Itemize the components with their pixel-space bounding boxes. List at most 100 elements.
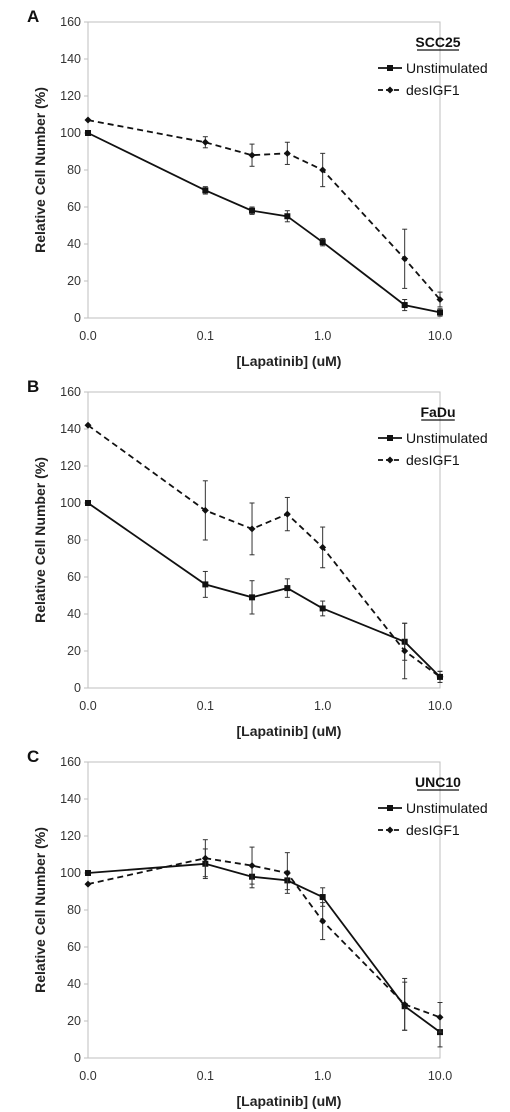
y-tick-label: 60 <box>67 940 81 954</box>
y-tick-label: 100 <box>60 126 81 140</box>
chart-svg-a: A 0 20 40 60 80 100 120 140 160 0.0 0.1 1.0 10.0 [Lapa… <box>27 7 488 369</box>
data-point-diamond <box>436 296 444 303</box>
data-point-diamond <box>248 151 256 159</box>
data-point-diamond <box>283 149 291 157</box>
y-tick-label: 140 <box>60 792 81 806</box>
x-tick-label: 0.0 <box>79 699 96 713</box>
data-point-diamond <box>248 525 256 533</box>
y-tick-label: 140 <box>60 422 81 436</box>
data-point-diamond <box>401 647 409 655</box>
x-tick-label: 0.0 <box>79 329 96 343</box>
y-tick-label: 100 <box>60 866 81 880</box>
panel-label: A <box>27 7 39 26</box>
data-point-square <box>85 130 91 136</box>
data-point-square <box>284 585 291 592</box>
data-point-diamond <box>84 421 92 429</box>
legend-entry-label: Unstimulated <box>406 800 488 816</box>
legend-marker-square <box>387 805 393 811</box>
data-point-diamond <box>201 506 209 514</box>
x-tick-label: 10.0 <box>428 329 452 343</box>
data-point-square <box>319 894 326 901</box>
series-line-unstimulated <box>87 502 441 678</box>
data-point-diamond <box>319 917 327 925</box>
series-line-unstimulated <box>87 862 441 1033</box>
panel-label: C <box>27 747 39 766</box>
data-point-square <box>284 213 291 220</box>
x-axis-title: [Lapatinib] (uM) <box>237 1093 342 1109</box>
y-tick-label: 80 <box>67 163 81 177</box>
y-tick-label: 40 <box>67 607 81 621</box>
y-tick-label: 60 <box>67 200 81 214</box>
data-point-square <box>401 302 408 309</box>
legend-marker-square <box>387 65 393 71</box>
data-point-square <box>437 309 443 316</box>
y-tick-label: 20 <box>67 1014 81 1028</box>
data-point-square <box>85 500 91 506</box>
chart-panel-a: A 0 20 40 60 80 100 120 140 160 0.0 0.1 1.0 10.0 [Lapa… <box>0 0 510 370</box>
x-axis-title: [Lapatinib] (uM) <box>237 723 342 739</box>
x-tick-label: 1.0 <box>314 1069 331 1083</box>
legend-entry-label: desIGF1 <box>406 822 460 838</box>
data-point-square <box>85 870 91 876</box>
data-point-diamond <box>84 116 92 124</box>
y-tick-label: 20 <box>67 274 81 288</box>
y-tick-label: 120 <box>60 89 81 103</box>
legend-entry-label: Unstimulated <box>406 60 488 76</box>
y-tick-label: 40 <box>67 977 81 991</box>
data-point-diamond <box>201 854 209 862</box>
legend-marker-diamond <box>386 86 394 94</box>
y-tick-label: 20 <box>67 644 81 658</box>
y-tick-label: 160 <box>60 385 81 399</box>
data-point-diamond <box>401 1000 409 1008</box>
series-line-desigf1 <box>87 424 441 678</box>
y-tick-label: 140 <box>60 52 81 66</box>
data-point-diamond <box>436 673 444 681</box>
legend-marker-square <box>387 435 393 441</box>
legend-entry-label: desIGF1 <box>406 452 460 468</box>
data-point-diamond <box>436 1013 444 1021</box>
x-tick-label: 1.0 <box>314 699 331 713</box>
data-point-diamond <box>401 255 409 263</box>
legend-entry-label: Unstimulated <box>406 430 488 446</box>
x-tick-label: 10.0 <box>428 699 452 713</box>
chart-svg-b: B 0 20 40 60 80 100 120 140 160 0.0 0.1 1.0 10.0 [Lapa… <box>27 377 488 739</box>
chart-panel-c: C 0 20 40 60 80 100 120 140 160 0.0 0.1 1.0 10.0 [Lapa… <box>0 740 510 1110</box>
data-point-diamond <box>319 166 327 174</box>
data-point-square <box>319 239 326 246</box>
y-tick-label: 160 <box>60 15 81 29</box>
data-point-square <box>202 581 209 588</box>
y-tick-label: 80 <box>67 903 81 917</box>
x-tick-label: 0.1 <box>197 699 214 713</box>
legend-title: UNC10 <box>415 774 461 790</box>
y-tick-label: 0 <box>74 311 81 325</box>
series-line-desigf1 <box>87 857 441 1019</box>
x-tick-label: 0.1 <box>197 1069 214 1083</box>
y-tick-label: 120 <box>60 459 81 473</box>
x-tick-label: 0.0 <box>79 1069 96 1083</box>
chart-svg-c: C 0 20 40 60 80 100 120 140 160 0.0 0.1 1.0 10.0 [Lapa… <box>27 747 488 1109</box>
legend-marker-diamond <box>386 456 394 464</box>
data-point-diamond <box>319 543 327 551</box>
y-tick-label: 100 <box>60 496 81 510</box>
data-point-square <box>249 207 256 214</box>
legend-marker-diamond <box>386 826 394 834</box>
data-point-diamond <box>248 862 256 870</box>
series-line-unstimulated <box>87 132 441 314</box>
y-tick-label: 40 <box>67 237 81 251</box>
y-tick-label: 120 <box>60 829 81 843</box>
y-tick-label: 80 <box>67 533 81 547</box>
data-point-square <box>202 187 209 194</box>
data-point-square <box>319 605 326 612</box>
data-point-square <box>249 594 256 601</box>
legend-entry-label: desIGF1 <box>406 82 460 98</box>
legend-title: SCC25 <box>415 34 460 50</box>
y-axis-title: Relative Cell Number (%) <box>32 87 48 253</box>
x-axis-title: [Lapatinib] (uM) <box>237 353 342 369</box>
data-point-diamond <box>283 510 291 518</box>
y-tick-label: 160 <box>60 755 81 769</box>
legend-title: FaDu <box>421 404 456 420</box>
x-tick-label: 0.1 <box>197 329 214 343</box>
data-point-diamond <box>84 880 92 888</box>
y-tick-label: 0 <box>74 1051 81 1065</box>
data-point-diamond <box>201 138 209 146</box>
